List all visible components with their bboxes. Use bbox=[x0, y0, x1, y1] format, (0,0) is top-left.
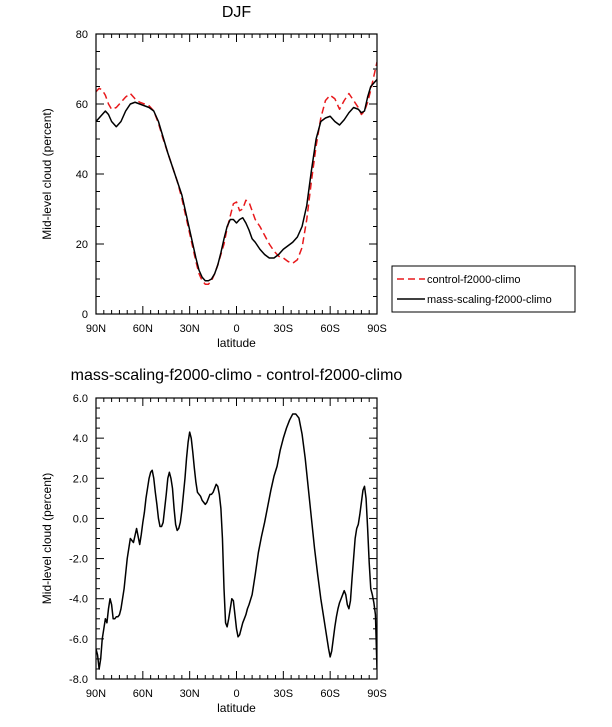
series-line-diff-0 bbox=[96, 413, 377, 670]
series-line-control-f2000-climo bbox=[96, 61, 377, 285]
chart-title: mass-scaling-f2000-climo - control-f2000… bbox=[71, 367, 403, 384]
x-tick-label: 60N bbox=[133, 688, 153, 700]
y-tick-label: 0.0 bbox=[73, 513, 88, 525]
y-tick-label: 60 bbox=[76, 99, 88, 111]
y-tick-label: 4.0 bbox=[73, 433, 88, 445]
x-tick-label: 60N bbox=[133, 323, 153, 335]
y-tick-label: 0 bbox=[82, 309, 88, 321]
y-tick-label: 80 bbox=[76, 29, 88, 41]
x-tick-label: 0 bbox=[233, 688, 239, 700]
x-axis-label: latitude bbox=[217, 701, 256, 715]
x-tick-label: 90N bbox=[86, 688, 106, 700]
series-line-mass-scaling-f2000-climo bbox=[96, 79, 377, 282]
y-tick-label: -4.0 bbox=[69, 594, 88, 606]
x-tick-label: 90S bbox=[367, 323, 387, 335]
x-axis-label: latitude bbox=[217, 336, 256, 350]
x-tick-label: 30N bbox=[180, 688, 200, 700]
legend-entry: control-f2000-climo bbox=[427, 274, 521, 286]
legend-entry: mass-scaling-f2000-climo bbox=[427, 294, 552, 306]
y-tick-label: 2.0 bbox=[73, 473, 88, 485]
plot-frame bbox=[95, 397, 378, 680]
x-tick-label: 60S bbox=[320, 688, 340, 700]
x-tick-label: 30N bbox=[180, 323, 200, 335]
chart-title: DJF bbox=[222, 4, 252, 21]
x-tick-label: 30S bbox=[274, 688, 294, 700]
x-tick-label: 30S bbox=[274, 323, 294, 335]
y-tick-label: 20 bbox=[76, 239, 88, 251]
y-axis-label: Mid-level cloud (percent) bbox=[40, 108, 54, 239]
chart-legend: control-f2000-climo mass-scaling-f2000-cl… bbox=[391, 265, 576, 313]
x-tick-label: 90N bbox=[86, 323, 106, 335]
y-tick-label: -8.0 bbox=[69, 674, 88, 686]
top-chart-panel: DJF 90N 60N 30N 0 30S 60S 90S 0 20 40 60 80 latitude M… bbox=[40, 4, 387, 350]
y-tick-label: -2.0 bbox=[69, 554, 88, 566]
y-tick-label: 40 bbox=[76, 169, 88, 181]
y-tick-label: 6.0 bbox=[73, 393, 88, 405]
y-axis-label: Mid-level cloud (percent) bbox=[40, 473, 54, 604]
legend-box bbox=[391, 265, 576, 313]
bottom-chart-panel: mass-scaling-f2000-climo - control-f2000… bbox=[40, 367, 402, 715]
x-tick-label: 0 bbox=[233, 323, 239, 335]
x-tick-label: 60S bbox=[320, 323, 340, 335]
x-tick-label: 90S bbox=[367, 688, 387, 700]
y-tick-label: -6.0 bbox=[69, 634, 88, 646]
plot-frame bbox=[95, 33, 378, 315]
